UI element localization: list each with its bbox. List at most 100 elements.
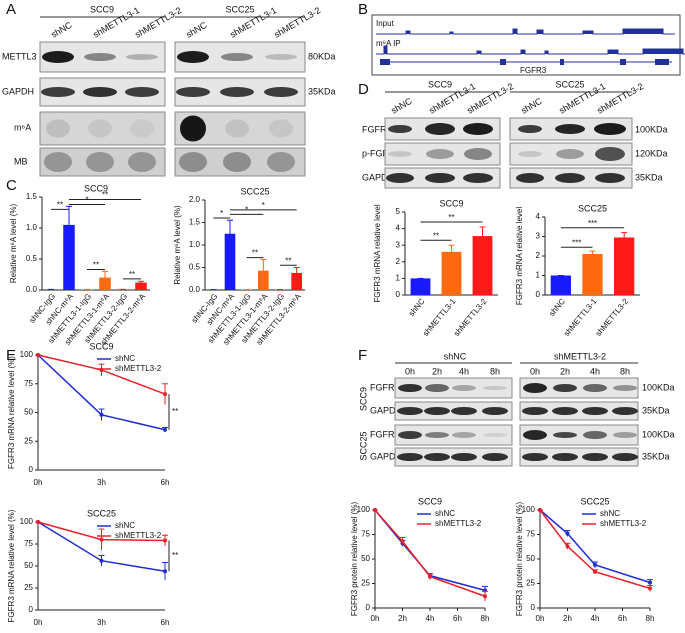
sig-label: *** bbox=[588, 219, 597, 228]
panel-d: SCC9 SCC25 FGFR3 p-FGFR3 GAPDH 100KDa 12… bbox=[362, 79, 668, 182]
y-tick-label: 0 bbox=[531, 603, 536, 612]
x-tick-label: 8h bbox=[481, 614, 490, 623]
band bbox=[483, 386, 507, 390]
x-tick-label: shNC bbox=[547, 297, 567, 318]
sig-label: ** bbox=[102, 191, 108, 200]
size-label: 35KDa bbox=[635, 172, 663, 182]
y-tick-label: 100 bbox=[20, 350, 34, 359]
band bbox=[46, 119, 70, 138]
band bbox=[424, 407, 450, 415]
row-label: GAPDH bbox=[2, 86, 34, 96]
y-axis-label: FGFR3 mRNA relative level (%) bbox=[7, 356, 16, 469]
chart-title: SCC9 bbox=[89, 341, 113, 351]
x-tick-label: 4h bbox=[426, 614, 435, 623]
exon bbox=[620, 59, 626, 65]
band bbox=[583, 431, 607, 439]
point bbox=[163, 427, 167, 432]
y-tick-label: 25 bbox=[526, 579, 535, 588]
row-label: GAPDH bbox=[362, 172, 394, 182]
blot bbox=[384, 142, 501, 166]
point bbox=[538, 508, 542, 512]
y-axis-label: FGFR3 protein relative level (%) bbox=[515, 502, 524, 617]
panel-label: D bbox=[358, 81, 369, 98]
point bbox=[565, 544, 570, 549]
x-tick-label: 6h bbox=[161, 618, 170, 627]
size-label: 100KDa bbox=[635, 124, 668, 134]
sig-label: ** bbox=[433, 231, 439, 240]
group-label: SCC9 bbox=[428, 79, 452, 89]
group-label: SCC25 bbox=[225, 4, 254, 14]
y-tick-label: 50 bbox=[361, 554, 370, 563]
band bbox=[612, 407, 638, 415]
exon bbox=[560, 59, 564, 65]
band bbox=[553, 384, 577, 392]
band bbox=[176, 87, 210, 97]
track-label: m⁶A IP bbox=[376, 39, 401, 48]
row-label: m⁶A bbox=[14, 122, 31, 132]
point bbox=[36, 520, 40, 524]
y-tick-label: 4 bbox=[396, 224, 401, 233]
x-tick-label: 2h bbox=[398, 614, 407, 623]
y-tick-label: 2 bbox=[396, 257, 401, 266]
exon bbox=[655, 59, 669, 65]
y-tick-label: 25 bbox=[361, 579, 370, 588]
bar bbox=[614, 237, 635, 295]
band bbox=[397, 407, 423, 415]
bar bbox=[135, 282, 147, 290]
band bbox=[613, 385, 637, 391]
band bbox=[84, 53, 116, 61]
size-label: 35KDa bbox=[308, 86, 336, 96]
band bbox=[518, 151, 542, 157]
band bbox=[220, 87, 254, 97]
y-tick-label: 75 bbox=[24, 379, 33, 388]
y-tick-label: 1 bbox=[396, 274, 401, 283]
y-tick-label: 4 bbox=[536, 212, 541, 221]
band bbox=[552, 407, 578, 415]
series-line bbox=[539, 509, 651, 584]
y-tick-label: 100 bbox=[357, 505, 371, 514]
band bbox=[552, 453, 578, 461]
band bbox=[398, 384, 422, 392]
y-tick-label: 1.0 bbox=[26, 223, 38, 232]
point bbox=[648, 586, 652, 591]
row-label: MB bbox=[14, 156, 28, 166]
bar bbox=[410, 278, 431, 295]
bar bbox=[582, 254, 603, 295]
point bbox=[163, 569, 167, 574]
point bbox=[428, 574, 432, 579]
y-tick-label: 0 bbox=[366, 603, 371, 612]
track-box bbox=[371, 14, 681, 76]
point bbox=[163, 392, 167, 397]
point bbox=[483, 594, 487, 599]
sig-label: ** bbox=[285, 256, 291, 265]
legend-label: shMETTL3-2 bbox=[115, 531, 162, 540]
band bbox=[83, 87, 117, 97]
x-tick-label: 0h bbox=[34, 478, 43, 487]
blot bbox=[394, 424, 513, 446]
y-axis-label: FGFR3 mRNA relative level (%) bbox=[7, 509, 16, 622]
lane-label: shMETTL3-2 bbox=[272, 5, 322, 40]
size-label: 100KDa bbox=[642, 382, 675, 392]
band bbox=[613, 432, 637, 438]
band bbox=[177, 51, 209, 63]
size-label: 120KDa bbox=[635, 148, 668, 158]
group-label: SCC9 bbox=[90, 4, 114, 14]
blot bbox=[394, 377, 513, 399]
y-tick-label: 2 bbox=[536, 251, 541, 260]
point bbox=[99, 537, 104, 542]
input-track bbox=[376, 28, 675, 35]
point bbox=[593, 562, 597, 567]
y-tick-label: 3 bbox=[536, 232, 541, 241]
panel-label: C bbox=[6, 177, 17, 194]
band bbox=[425, 173, 455, 183]
point bbox=[373, 508, 377, 512]
band bbox=[397, 453, 423, 461]
sig-label: ** bbox=[57, 201, 63, 210]
x-tick-label: shNC bbox=[407, 297, 427, 318]
bar bbox=[99, 277, 111, 290]
sig-label: * bbox=[85, 196, 88, 205]
x-tick-label: shMETTL3-2 bbox=[594, 296, 631, 338]
x-tick-label: 2h bbox=[563, 614, 572, 623]
y-tick-label: 50 bbox=[526, 554, 535, 563]
point bbox=[99, 412, 104, 417]
